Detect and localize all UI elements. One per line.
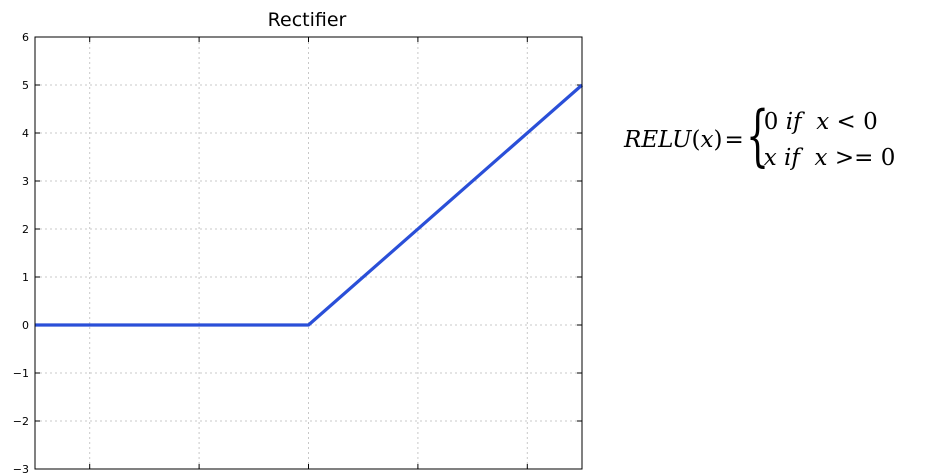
y-tick-label: 1 [22, 271, 29, 284]
y-tick-label: 6 [22, 31, 29, 44]
case-threshold: 0 [863, 109, 878, 135]
case-variable: x [814, 145, 828, 171]
formula-brace: { [745, 97, 769, 174]
y-tick-label: −1 [13, 367, 29, 380]
case-condition: if [784, 145, 800, 171]
y-tick-label: 4 [22, 127, 29, 140]
formula-lhs: RELU(x)= [624, 127, 744, 153]
y-tick-label: −2 [13, 415, 29, 428]
case-condition: if [785, 109, 802, 135]
case-variable: x [816, 109, 830, 135]
chart-grid [35, 37, 582, 469]
y-tick-label: 3 [22, 175, 29, 188]
formula-argument: x [700, 127, 714, 153]
case-value: x [763, 145, 777, 171]
y-tick-label: 2 [22, 223, 29, 236]
case-operator: >= [834, 145, 874, 171]
case-value: 0 [763, 109, 779, 135]
formula-equals: = [724, 127, 744, 153]
formula-case-positive: x if x >= 0 [764, 140, 896, 176]
y-tick-label: 0 [22, 319, 29, 332]
chart-series [35, 83, 584, 327]
y-tick-label: 5 [22, 79, 29, 92]
case-threshold: 0 [880, 145, 896, 171]
relu-formula: RELU(x)= { 0 if x < 0 x if x >= 0 [624, 100, 895, 180]
case-operator: < [836, 109, 856, 135]
y-tick-label: −3 [13, 463, 29, 473]
plot-frame [34, 36, 583, 470]
chart-title: Rectifier [268, 9, 347, 31]
series-line-0 [35, 83, 584, 327]
formula-function-name: RELU [624, 127, 692, 153]
formula-case-negative: 0 if x < 0 [764, 104, 896, 140]
formula-cases: 0 if x < 0 x if x >= 0 [764, 104, 896, 176]
